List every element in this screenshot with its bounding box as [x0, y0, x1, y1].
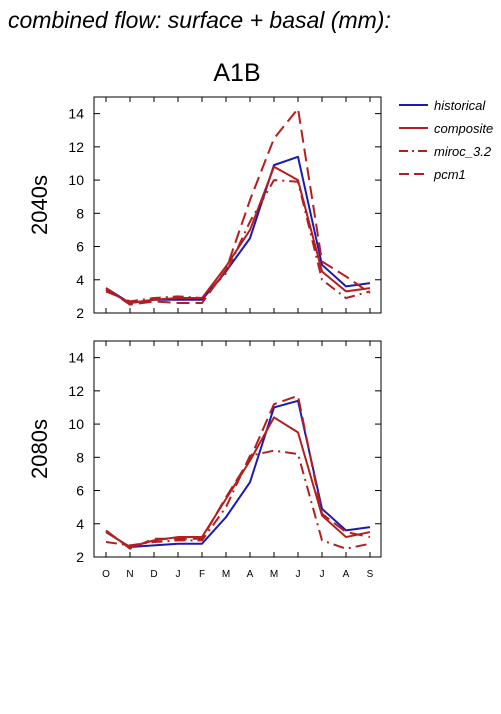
legend-label: miroc_3.2: [434, 144, 492, 159]
panel-label: 2080s: [27, 419, 52, 479]
y-tick-label: 10: [68, 416, 84, 432]
series-line-historical: [105, 155, 371, 305]
y-tick-label: 12: [68, 139, 84, 155]
scenario-title: A1B: [213, 59, 260, 87]
x-tick-label: S: [367, 569, 374, 580]
series-line-pcm1: [105, 107, 371, 306]
y-tick-label: 8: [76, 449, 84, 465]
y-tick-label: 2: [76, 549, 84, 565]
panels-group: 2 4 6 8 10 12 14 2040s 2 4 6 8 10 12 14 2080s O N D J F M A M J J…: [27, 96, 382, 580]
panel-2080s: 2 4 6 8 10 12 14 2080s: [27, 340, 382, 565]
x-tick-label: M: [222, 569, 230, 580]
y-tick-label: 8: [76, 205, 84, 221]
series-line-composite: [105, 165, 371, 305]
x-tick-label: A: [247, 569, 254, 580]
x-tick-label: D: [150, 569, 157, 580]
x-tick-label: J: [320, 569, 325, 580]
x-tick-label: F: [199, 569, 205, 580]
page-title: combined flow: surface + basal (mm):: [8, 7, 391, 33]
plot-frame: [93, 96, 382, 314]
x-tick-label: A: [343, 569, 350, 580]
plot-frame: [93, 340, 382, 558]
legend: historical composite miroc_3.2 pcm1: [399, 98, 493, 182]
y-tick-label: 14: [68, 350, 84, 366]
y-tick-label: 12: [68, 383, 84, 399]
y-tick-label: 6: [76, 239, 84, 255]
series-line-miroc-3-2: [105, 449, 371, 550]
y-tick-label: 2: [76, 305, 84, 321]
x-tick-label: J: [296, 569, 301, 580]
x-tick-label: M: [270, 569, 278, 580]
series-line-pcm1: [105, 394, 371, 550]
legend-label: pcm1: [433, 167, 466, 182]
legend-label: composite: [434, 121, 493, 136]
y-tick-label: 4: [76, 516, 84, 532]
y-tick-label: 4: [76, 272, 84, 288]
x-tick-label: O: [102, 569, 110, 580]
y-tick-label: 6: [76, 483, 84, 499]
legend-label: historical: [434, 98, 486, 113]
x-tick-label: J: [176, 569, 181, 580]
panel-label: 2040s: [27, 175, 52, 235]
y-tick-label: 10: [68, 172, 84, 188]
x-tick-label: N: [126, 569, 133, 580]
y-tick-label: 14: [68, 106, 84, 122]
series-line-historical: [105, 399, 371, 549]
panel-2040s: 2 4 6 8 10 12 14 2040s: [27, 96, 382, 321]
series-line-miroc-3-2: [105, 179, 371, 303]
